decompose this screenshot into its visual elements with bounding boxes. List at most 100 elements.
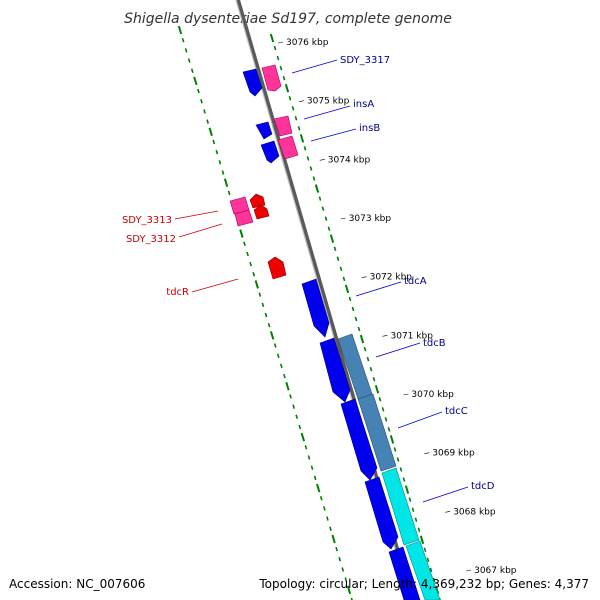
gc-track-tick bbox=[378, 397, 382, 402]
gc-track-tick bbox=[177, 25, 183, 35]
gc-track-tick bbox=[273, 45, 277, 51]
gc-track-tick bbox=[426, 557, 430, 563]
feature-insb[interactable] bbox=[260, 140, 280, 164]
feature-tdcc[interactable] bbox=[340, 398, 378, 481]
gc-track-tick bbox=[348, 296, 352, 302]
gene-label-tdcd[interactable]: tdcD bbox=[471, 481, 495, 492]
gc-track-tick bbox=[221, 170, 225, 175]
gc-track-tick bbox=[273, 343, 277, 348]
gc-track-tick bbox=[289, 394, 292, 399]
gc-track-tick bbox=[303, 146, 307, 151]
feature-tdca[interactable] bbox=[301, 278, 330, 338]
kbp-tick bbox=[445, 511, 451, 513]
feature-tdcb[interactable] bbox=[319, 337, 351, 403]
gc-track-tick bbox=[291, 106, 295, 111]
kbp-tick-label: 3068 kbp bbox=[453, 507, 496, 517]
gc-track-tick bbox=[354, 316, 358, 322]
gc-track-tick bbox=[393, 447, 397, 452]
gene-label-insb[interactable]: insB bbox=[359, 123, 380, 134]
kbp-tick bbox=[340, 217, 346, 220]
gc-track-tick bbox=[215, 149, 219, 155]
feature-tdcd-operon[interactable] bbox=[381, 467, 420, 546]
feature-tdcc-operon[interactable] bbox=[357, 393, 397, 472]
gene-label-sdy-3313[interactable]: SDY_3313 bbox=[122, 215, 172, 226]
feature-next-operon[interactable] bbox=[405, 540, 441, 600]
gc-track-tick bbox=[310, 465, 314, 470]
gc-track-tick bbox=[321, 206, 325, 211]
kbp-tick bbox=[403, 393, 409, 396]
feature-sdy-3317-pink[interactable] bbox=[261, 64, 282, 92]
gc-track-tick bbox=[312, 176, 316, 181]
gc-track-tick bbox=[318, 196, 322, 201]
gene-label-insa[interactable]: insA bbox=[353, 99, 374, 110]
gene-label-sdy-3312[interactable]: SDY_3312 bbox=[126, 234, 176, 245]
gc-track-tick bbox=[267, 322, 271, 328]
gc-track-tick bbox=[387, 427, 391, 432]
gene-label-tdcb[interactable]: tdcB bbox=[423, 338, 446, 349]
forward-strand-features bbox=[242, 64, 441, 600]
gene-label-sdy-3317[interactable]: SDY_3317 bbox=[340, 55, 390, 66]
gc-track-tick bbox=[200, 99, 203, 104]
gc-track-tick bbox=[292, 404, 296, 409]
gc-track-tick bbox=[246, 251, 249, 257]
feature-sdy-3317[interactable] bbox=[242, 68, 263, 97]
feature-next-cds[interactable] bbox=[388, 546, 421, 600]
feature-cds-sdy-3313[interactable] bbox=[249, 193, 266, 209]
kbp-tick bbox=[466, 569, 472, 572]
gc-track-tick bbox=[369, 366, 373, 372]
gc-skew-tracks bbox=[177, 25, 441, 600]
gc-track-tick bbox=[359, 334, 365, 344]
gc-track-tick bbox=[374, 384, 380, 394]
gc-track-tick bbox=[372, 376, 376, 382]
gc-track-tick bbox=[306, 156, 310, 161]
kbp-tick-label: 3074 kbp bbox=[328, 155, 371, 165]
kbp-tick bbox=[319, 159, 325, 161]
feature-sdy-3312[interactable] bbox=[234, 209, 254, 227]
gc-track-tick bbox=[346, 585, 352, 595]
gc-track-tick bbox=[357, 326, 361, 332]
gc-track-tick bbox=[279, 363, 283, 369]
feature-tdcr[interactable] bbox=[267, 256, 287, 280]
gc-track-tick bbox=[419, 535, 425, 545]
gc-track-tick bbox=[313, 475, 317, 481]
gene-label-tdcc[interactable]: tdcC bbox=[445, 406, 468, 417]
gc-track-tick bbox=[432, 577, 436, 583]
gc-track-tick bbox=[389, 435, 395, 444]
kbp-tick bbox=[424, 452, 430, 454]
feature-insa[interactable] bbox=[255, 121, 273, 140]
gc-track-tick bbox=[329, 234, 335, 244]
gc-track-tick bbox=[279, 65, 283, 71]
kbp-tick-label: 3071 kbp bbox=[391, 331, 434, 341]
gc-track-tick bbox=[227, 190, 231, 196]
kbp-tick bbox=[277, 41, 284, 44]
gc-track-tick bbox=[181, 37, 185, 43]
feature-tdcb-operon[interactable] bbox=[337, 333, 373, 400]
gc-track-tick bbox=[326, 516, 329, 521]
gc-track-tick bbox=[316, 483, 321, 493]
gc-track-tick bbox=[319, 495, 323, 501]
gc-track-tick bbox=[298, 424, 302, 430]
gc-track-tick bbox=[411, 507, 415, 512]
gc-track-tick bbox=[329, 526, 332, 531]
gc-track-tick bbox=[381, 407, 385, 412]
feature-cds-sdy-3312[interactable] bbox=[253, 204, 270, 220]
feature-insa-pink[interactable] bbox=[273, 115, 293, 137]
feature-tdcd[interactable] bbox=[364, 476, 399, 550]
gc-track-tick bbox=[322, 506, 326, 511]
gc-track-tick bbox=[285, 381, 290, 391]
gc-track-tick bbox=[284, 83, 290, 93]
gene-label-tdca[interactable]: tdcA bbox=[404, 276, 427, 287]
gene-label-tdcr[interactable]: tdcR bbox=[166, 287, 189, 298]
kbp-tick bbox=[298, 100, 304, 102]
gc-track-tick bbox=[408, 497, 412, 502]
feature-insb-pink[interactable] bbox=[277, 135, 299, 160]
gc-track-tick bbox=[300, 432, 306, 442]
kbp-scale: 3076 kbp 3075 kbp 3074 kbp 3073 kbp 3072 kbp… bbox=[277, 38, 517, 576]
gc-track-tick bbox=[341, 567, 345, 572]
gc-track-tick bbox=[314, 184, 320, 193]
gc-track-tick bbox=[288, 95, 292, 101]
gc-track-tick bbox=[276, 55, 280, 61]
gc-track-tick bbox=[417, 527, 421, 532]
gc-track-tick bbox=[282, 75, 286, 81]
